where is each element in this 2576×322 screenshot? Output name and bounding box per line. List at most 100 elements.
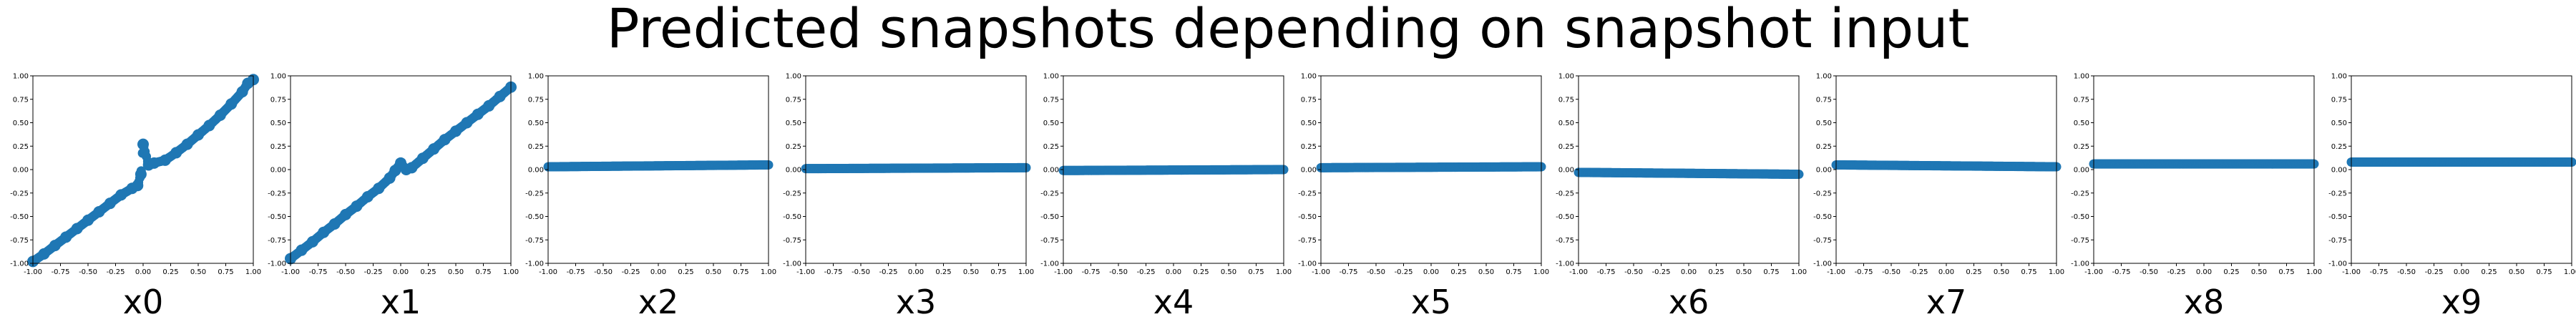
x-tick-label: -0.25 bbox=[2167, 268, 2186, 276]
x-tick-label: 0.75 bbox=[475, 268, 491, 276]
x-tick-label: -0.25 bbox=[1395, 268, 1413, 276]
scatter-points bbox=[2089, 159, 2319, 169]
x-tick-label: -0.50 bbox=[594, 268, 613, 276]
scatter-points bbox=[801, 162, 1031, 174]
y-tick-label: -0.75 bbox=[2328, 237, 2347, 245]
y-tick-label: -0.25 bbox=[1040, 190, 1059, 197]
x-tick-label: -0.25 bbox=[879, 268, 898, 276]
x-axis-label: x1 bbox=[381, 283, 421, 321]
x-axis-label: x4 bbox=[1153, 283, 1194, 321]
y-tick-label: 0.00 bbox=[1558, 167, 1574, 175]
y-tick-label: -0.50 bbox=[2071, 213, 2089, 221]
x-tick-label: 0.75 bbox=[218, 268, 233, 276]
y-tick-label: 0.00 bbox=[786, 167, 801, 175]
scatter-point bbox=[159, 154, 171, 166]
scatter-point bbox=[192, 129, 204, 141]
x-tick-label: 0.25 bbox=[1708, 268, 1724, 276]
y-tick-label: 1.00 bbox=[1043, 73, 1059, 81]
scatter-points bbox=[1058, 165, 1289, 175]
y-tick-label: 0.25 bbox=[2331, 143, 2347, 151]
y-tick-label: 0.00 bbox=[270, 167, 286, 175]
x-tick-label: 0.50 bbox=[2509, 268, 2524, 276]
x-tick-label: -1.00 bbox=[281, 268, 300, 276]
scatter-points bbox=[2346, 157, 2576, 167]
y-tick-label: 0.75 bbox=[2331, 96, 2347, 104]
scatter-point bbox=[340, 208, 351, 220]
y-tick-label: -0.25 bbox=[1556, 190, 1574, 197]
x-tick-label: 0.75 bbox=[2536, 268, 2552, 276]
x-tick-label: 0.00 bbox=[1423, 268, 1439, 276]
x-tick-label: -0.25 bbox=[2425, 268, 2444, 276]
x-tick-label: 0.75 bbox=[1506, 268, 1521, 276]
y-tick-label: -0.75 bbox=[1813, 237, 1832, 245]
scatter-point bbox=[71, 223, 83, 235]
scatter-point bbox=[361, 190, 374, 203]
x-tick-label: -1.00 bbox=[2342, 268, 2361, 276]
y-tick-label: 1.00 bbox=[270, 73, 286, 81]
x-tick-label: 1.00 bbox=[1276, 268, 1292, 276]
x-tick-label: -0.25 bbox=[107, 268, 125, 276]
axes-frame bbox=[2351, 75, 2572, 264]
y-tick-label: -0.25 bbox=[783, 190, 801, 197]
y-tick-label: -1.00 bbox=[1040, 260, 1059, 268]
y-tick-label: -0.75 bbox=[783, 237, 801, 245]
y-tick-label: -0.25 bbox=[1813, 190, 1832, 197]
y-tick-label: 0.25 bbox=[528, 143, 544, 151]
x-tick-label: 0.75 bbox=[1248, 268, 1264, 276]
y-tick-label: -0.50 bbox=[525, 213, 544, 221]
scatter-point bbox=[203, 119, 215, 132]
x-tick-label: 0.50 bbox=[1994, 268, 2009, 276]
scatter-point bbox=[132, 180, 144, 192]
x-tick-label: -0.75 bbox=[1597, 268, 1616, 276]
subplot-x6: -1.00 -0.75 -0.50 -0.25 0.00 0.25 0.50 0.75 1.00… bbox=[1556, 73, 1807, 322]
scatter-point bbox=[328, 218, 341, 230]
scatter-point bbox=[416, 152, 429, 165]
x-axis-label: x3 bbox=[896, 283, 937, 321]
subplot-x1: -1.00 -0.75 -0.50 -0.25 0.00 0.25 0.50 0.75 1.00… bbox=[268, 73, 519, 322]
x-tick-label: 0.50 bbox=[1736, 268, 1752, 276]
y-tick-label: 0.00 bbox=[1816, 167, 1832, 175]
y-tick-label: -0.75 bbox=[1040, 237, 1059, 245]
x-tick-label: -0.50 bbox=[2397, 268, 2416, 276]
y-tick-label: -0.25 bbox=[2071, 190, 2089, 197]
x-tick-label: 0.25 bbox=[162, 268, 178, 276]
y-tick-label: -0.75 bbox=[1298, 237, 1317, 245]
subplot-x2: -1.00 -0.75 -0.50 -0.25 0.00 0.25 0.50 0.75 1.00… bbox=[525, 73, 776, 322]
y-tick-label: 0.50 bbox=[2331, 119, 2347, 127]
x-tick-label: -1.00 bbox=[796, 268, 815, 276]
scatter-point bbox=[450, 125, 462, 137]
x-tick-label: 1.00 bbox=[2564, 268, 2576, 276]
scatter-point bbox=[406, 162, 418, 174]
scatter-points bbox=[285, 81, 517, 265]
x-tick-label: -0.50 bbox=[1367, 268, 1385, 276]
x-tick-label: 1.00 bbox=[503, 268, 519, 276]
subplot-x0: -1.00 -0.75 -0.50 -0.25 0.00 0.25 0.50 0.75 1.00… bbox=[10, 73, 261, 322]
x-tick-label: 0.75 bbox=[990, 268, 1006, 276]
scatter-point bbox=[296, 244, 308, 256]
x-tick-label: 0.50 bbox=[2251, 268, 2267, 276]
scatter-point bbox=[483, 99, 495, 112]
y-tick-label: 0.25 bbox=[270, 143, 286, 151]
y-tick-label: 0.25 bbox=[2074, 143, 2089, 151]
scatter-point bbox=[60, 231, 72, 243]
subplot-x8: -1.00 -0.75 -0.50 -0.25 0.00 0.25 0.50 0.75 1.00… bbox=[2071, 73, 2322, 322]
x-tick-label: -0.50 bbox=[1882, 268, 1901, 276]
x-tick-label: -0.75 bbox=[567, 268, 585, 276]
x-tick-label: -0.50 bbox=[1624, 268, 1643, 276]
x-tick-label: 0.00 bbox=[908, 268, 924, 276]
y-tick-label: -0.50 bbox=[268, 213, 286, 221]
y-tick-label: 0.75 bbox=[2074, 96, 2089, 104]
x-tick-label: 0.50 bbox=[963, 268, 979, 276]
x-tick-label: -1.00 bbox=[24, 268, 42, 276]
y-tick-label: -1.00 bbox=[268, 260, 286, 268]
y-tick-label: 0.75 bbox=[1816, 96, 1832, 104]
scatter-point bbox=[135, 168, 147, 180]
figure-title: Predicted snapshots depending on snapsho… bbox=[606, 0, 1970, 60]
y-tick-label: 0.50 bbox=[1558, 119, 1574, 127]
y-tick-label: -1.00 bbox=[1556, 260, 1574, 268]
y-tick-label: 1.00 bbox=[528, 73, 544, 81]
y-tick-label: -1.00 bbox=[783, 260, 801, 268]
x-tick-label: 0.75 bbox=[2278, 268, 2294, 276]
scatter-points bbox=[27, 74, 259, 268]
x-axis-label: x0 bbox=[123, 283, 164, 321]
